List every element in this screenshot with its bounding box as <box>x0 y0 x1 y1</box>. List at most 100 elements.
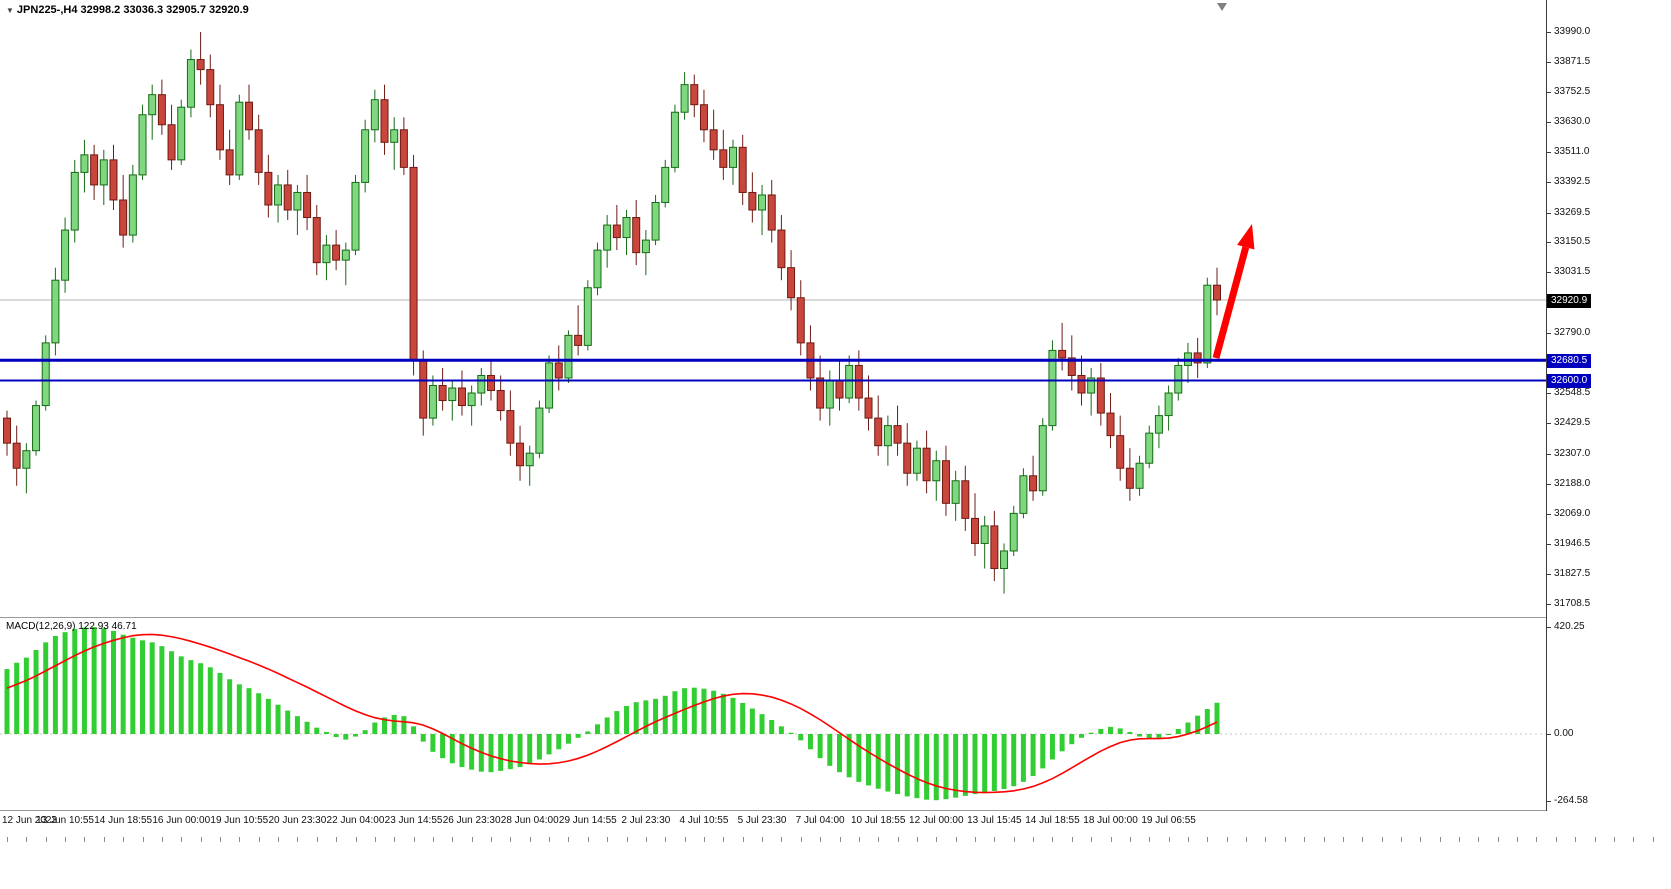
time-axis-label: 19 Jul 06:55 <box>1141 815 1196 826</box>
axis-tick <box>1547 122 1551 124</box>
symbol-dropdown-icon[interactable]: ▼ <box>6 6 14 15</box>
panel-separator[interactable] <box>0 617 1671 618</box>
time-tick <box>820 837 822 842</box>
time-tick <box>1400 837 1402 842</box>
time-tick <box>626 837 628 842</box>
price-axis-label: 33990.0 <box>1554 26 1591 37</box>
time-tick <box>1439 837 1441 842</box>
time-tick <box>897 837 899 842</box>
time-tick <box>1033 837 1035 842</box>
time-tick <box>587 837 589 842</box>
macd-signal-line <box>6 633 1218 794</box>
time-axis-label: 14 Jul 18:55 <box>1025 815 1080 826</box>
price-axis-label: 33630.0 <box>1554 116 1591 128</box>
time-tick <box>65 837 67 842</box>
price-axis-label: 32069.0 <box>1554 507 1591 519</box>
time-tick <box>549 837 551 842</box>
time-tick <box>432 837 434 842</box>
time-axis-label: 2 Jul 23:30 <box>621 815 671 826</box>
time-tick <box>45 837 47 842</box>
time-tick <box>491 837 492 842</box>
time-axis-label: 7 Jul 04:00 <box>795 815 845 826</box>
chart-title: ▼ JPN225-,H4 32998.2 33036.3 32905.7 3292… <box>6 4 249 16</box>
price-axis-label: 33269.5 <box>1554 206 1591 218</box>
time-tick <box>994 837 996 842</box>
price-axis-label: 33871.5 <box>1554 55 1591 67</box>
time-axis-label: 29 Jun 14:55 <box>558 815 617 826</box>
time-axis-label: 12 Jun 2023 <box>2 815 58 826</box>
macd-histogram <box>4 627 1220 801</box>
macd-axis-label: 0.00 <box>1554 728 1574 739</box>
macd-signal-value: 46.71 <box>111 621 137 632</box>
time-tick <box>916 837 918 842</box>
time-tick <box>858 837 860 842</box>
time-axis[interactable]: 12 Jun 2023 13 Jun 10:55 14 Jun 18:55 16 Ju… <box>0 811 1671 889</box>
time-tick <box>704 837 705 842</box>
time-tick <box>839 837 841 842</box>
hline-price-badge: 32680.5 <box>1547 354 1592 369</box>
time-tick <box>1110 837 1112 842</box>
time-tick <box>1362 837 1364 842</box>
axis-tick <box>1547 242 1551 244</box>
time-tick <box>1323 837 1325 842</box>
time-tick <box>394 837 396 842</box>
trend-arrow[interactable] <box>1212 246 1250 359</box>
time-tick <box>374 837 376 842</box>
time-tick <box>239 837 241 842</box>
time-tick <box>7 837 8 842</box>
time-axis-label: 13 Jul 15:45 <box>967 815 1022 826</box>
macd-indicator-chart[interactable] <box>0 618 1546 810</box>
time-tick <box>1149 837 1151 842</box>
time-tick <box>955 837 957 842</box>
time-tick <box>800 837 802 842</box>
time-axis-label: 12 Jul 00:00 <box>909 815 964 826</box>
time-tick <box>200 837 202 842</box>
price-axis-label: 32429.5 <box>1554 417 1591 429</box>
axis-tick <box>1547 801 1551 803</box>
time-tick <box>278 837 279 842</box>
price-axis-label: 33150.5 <box>1554 236 1591 248</box>
chart-shift-marker[interactable] <box>1217 3 1227 11</box>
price-axis-label: 33031.5 <box>1554 266 1591 278</box>
axis-tick <box>1547 574 1551 576</box>
panel-separator[interactable] <box>0 810 1671 811</box>
axis-tick <box>1547 32 1551 33</box>
time-tick <box>1342 837 1344 842</box>
macd-name: MACD(12,26,9) <box>6 621 76 632</box>
axis-tick <box>1547 152 1551 154</box>
axis-tick <box>1547 423 1551 425</box>
time-tick <box>1284 837 1286 842</box>
price-axis-label: 31946.5 <box>1554 538 1591 550</box>
price-axis-label: 32790.0 <box>1554 326 1591 338</box>
macd-main-value: 122.93 <box>78 621 109 632</box>
time-tick <box>510 837 512 842</box>
time-tick <box>723 837 725 842</box>
time-tick <box>529 837 531 842</box>
hline-price-badge: 32600.0 <box>1547 374 1592 389</box>
price-axis[interactable]: 33990.0 33871.5 33752.5 33630.0 33511.0 33392… <box>1546 0 1671 889</box>
axis-tick <box>1547 61 1551 63</box>
time-tick <box>742 837 744 842</box>
time-axis-label: 19 Jun 10:55 <box>210 815 269 826</box>
time-tick <box>684 837 686 842</box>
time-tick <box>1613 837 1615 842</box>
time-axis-label: 14 Jun 18:55 <box>94 815 153 826</box>
trend-arrow-head[interactable] <box>1237 224 1255 250</box>
time-tick <box>1168 837 1170 842</box>
time-tick <box>1052 837 1054 842</box>
axis-tick <box>1547 212 1551 214</box>
time-tick <box>142 837 144 842</box>
time-tick <box>1071 837 1073 842</box>
time-axis-label: 22 Jun 04:00 <box>326 815 385 826</box>
axis-tick <box>1547 181 1551 183</box>
time-tick <box>1459 837 1460 842</box>
candlestick-chart[interactable] <box>0 0 1546 618</box>
time-axis-label: 10 Jul 18:55 <box>850 815 906 826</box>
axis-tick <box>1547 91 1551 93</box>
time-tick <box>1536 837 1538 842</box>
time-tick <box>220 837 221 842</box>
quote-ohlc-label: 32998.2 33036.3 32905.7 32920.9 <box>80 4 249 16</box>
time-tick <box>297 837 299 842</box>
candles-layer <box>3 32 1221 594</box>
